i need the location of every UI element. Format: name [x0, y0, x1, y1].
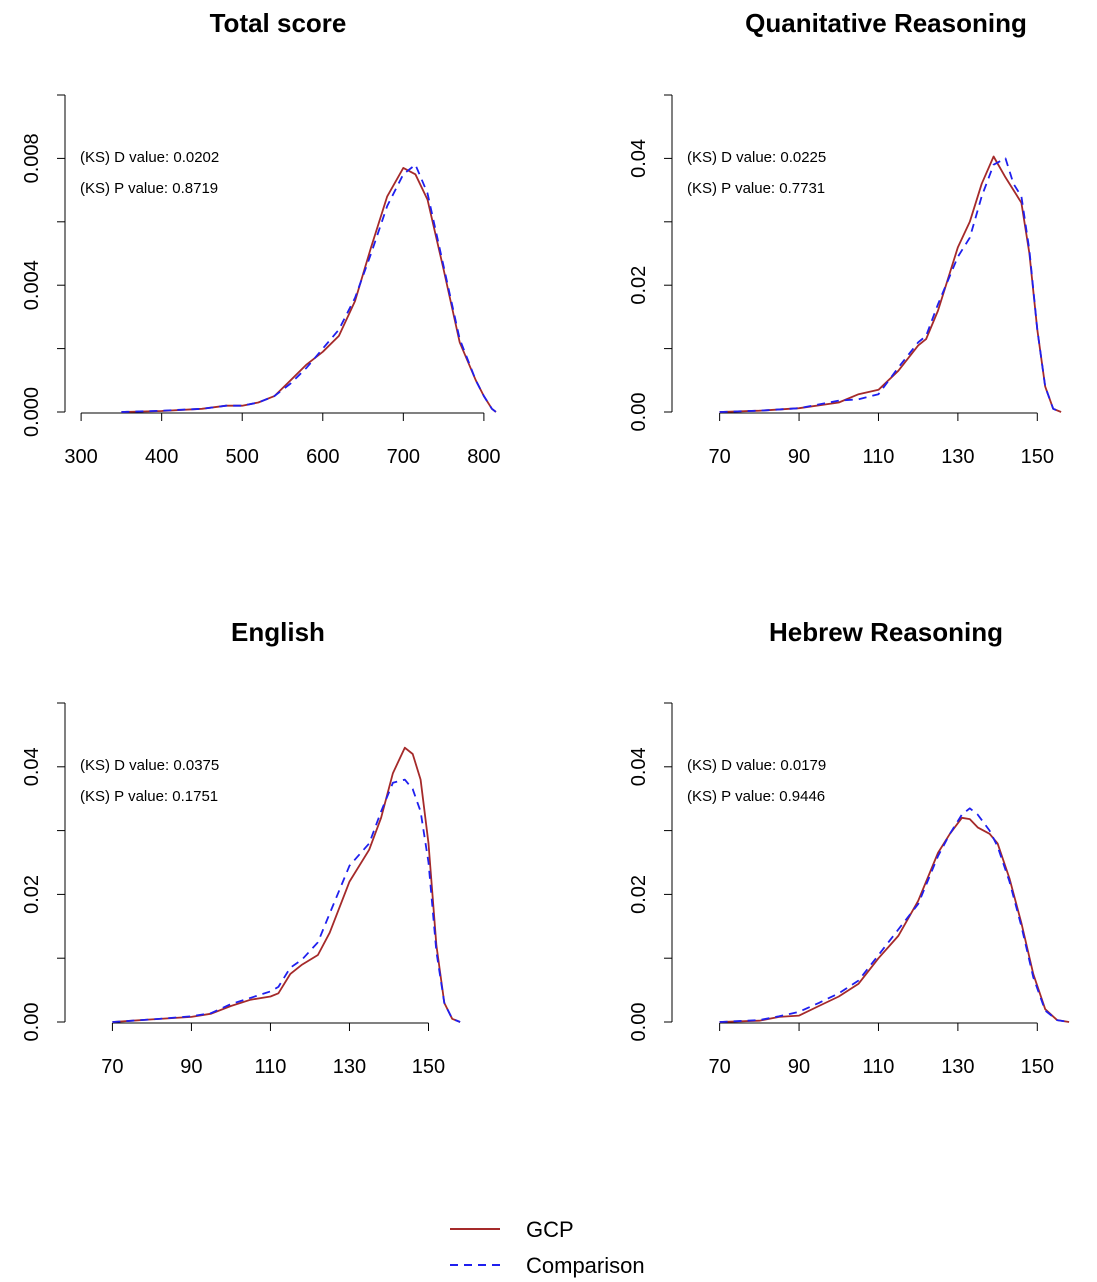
x-tick-label: 400	[145, 446, 178, 468]
ks-annotation: (KS) P value: 0.1751	[80, 788, 218, 805]
x-tick-label: 150	[412, 1056, 445, 1078]
ks-annotation: (KS) D value: 0.0179	[687, 757, 826, 774]
x-tick-label: 70	[101, 1056, 123, 1078]
legend-label: Comparison	[526, 1253, 645, 1278]
y-tick-label: 0.04	[21, 747, 43, 786]
x-tick-label: 150	[1021, 446, 1054, 468]
x-tick-label: 110	[863, 446, 895, 468]
series-line-comparison	[719, 807, 1070, 1023]
series-line-gcp	[121, 166, 497, 413]
y-tick-label: 0.02	[21, 875, 43, 914]
legend: GCP Comparison	[450, 1217, 645, 1278]
series-line-gcp	[719, 155, 1062, 413]
y-tick-label: 0.004	[21, 260, 43, 310]
ks-annotation: (KS) D value: 0.0225	[687, 149, 826, 166]
x-tick-label: 130	[941, 446, 974, 468]
ks-annotation: (KS) P value: 0.9446	[687, 788, 825, 805]
y-tick-label: 0.02	[628, 266, 650, 305]
ks-annotation: (KS) D value: 0.0375	[80, 757, 219, 774]
panel-2: Quanitative Reasoning 0.00 0.02 0.04 70 90 110…	[628, 8, 1062, 468]
series-line-gcp	[112, 746, 461, 1023]
panel-3: English 0.00 0.02 0.04 70 90 110 130 150 (KS) D v…	[21, 617, 461, 1078]
x-tick-label: 90	[788, 1056, 810, 1078]
panel-4: Hebrew Reasoning 0.00 0.02 0.04 70 90 110 130 15…	[628, 617, 1070, 1078]
x-tick-label: 70	[709, 446, 731, 468]
y-tick-label: 0.04	[628, 747, 650, 786]
chart-title: Quanitative Reasoning	[745, 8, 1027, 38]
x-tick-label: 90	[788, 446, 810, 468]
y-tick-label: 0.008	[21, 133, 43, 183]
x-tick-label: 110	[255, 1056, 287, 1078]
y-tick-label: 0.000	[21, 387, 43, 437]
legend-label: GCP	[526, 1217, 574, 1242]
x-tick-label: 500	[226, 446, 259, 468]
series-line-gcp	[719, 816, 1070, 1023]
chart-title: English	[231, 617, 325, 647]
chart-title: Hebrew Reasoning	[769, 617, 1003, 647]
x-tick-label: 300	[64, 446, 97, 468]
series-line-comparison	[719, 157, 1062, 413]
y-tick-label: 0.00	[628, 1003, 650, 1042]
y-tick-label: 0.00	[21, 1003, 43, 1042]
y-tick-label: 0.00	[628, 393, 650, 432]
y-tick-label: 0.04	[628, 139, 650, 178]
series-line-comparison	[121, 163, 497, 413]
x-tick-label: 130	[333, 1056, 366, 1078]
x-tick-label: 130	[941, 1056, 974, 1078]
panel-1: Total score 0.000 0.004 0.008 300 400 500 600 70…	[21, 8, 501, 468]
y-tick-label: 0.02	[628, 875, 650, 914]
ks-annotation: (KS) P value: 0.8719	[80, 180, 218, 197]
x-tick-label: 150	[1021, 1056, 1054, 1078]
ks-annotation: (KS) P value: 0.7731	[687, 180, 825, 197]
x-tick-label: 600	[306, 446, 339, 468]
ks-annotation: (KS) D value: 0.0202	[80, 149, 219, 166]
x-tick-label: 700	[387, 446, 420, 468]
x-tick-label: 90	[180, 1056, 202, 1078]
x-tick-label: 800	[467, 446, 500, 468]
x-tick-label: 70	[709, 1056, 731, 1078]
chart-title: Total score	[210, 8, 347, 38]
x-tick-label: 110	[863, 1056, 895, 1078]
series-line-comparison	[112, 778, 461, 1023]
